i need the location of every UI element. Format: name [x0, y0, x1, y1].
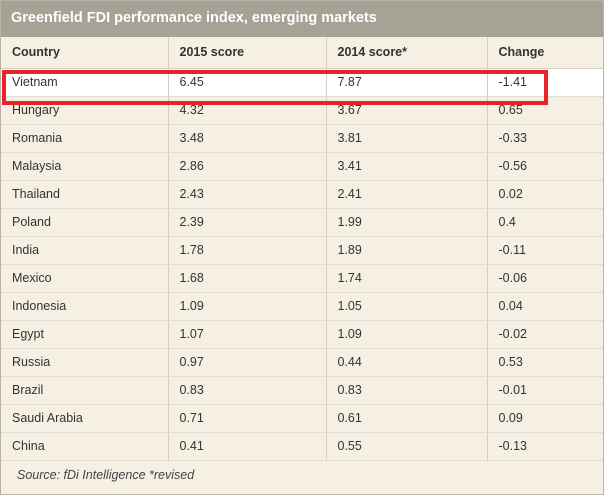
- score-2014-cell: 1.89: [325, 236, 487, 265]
- change-cell: -0.11: [486, 236, 603, 265]
- fdi-index-table: Country 2015 score 2014 score* Change Vi…: [1, 37, 603, 461]
- score-2014-cell: 0.61: [325, 404, 487, 433]
- table-row: Brazil 0.83 0.83 -0.01: [1, 376, 603, 405]
- table-row: Mexico 1.68 1.74 -0.06: [1, 264, 603, 293]
- country-cell: Egypt: [1, 320, 168, 349]
- table-title: Greenfield FDI performance index, emergi…: [1, 1, 603, 37]
- country-cell: Vietnam: [1, 68, 168, 97]
- table-row: Egypt 1.07 1.09 -0.02: [1, 320, 603, 349]
- country-cell: India: [1, 236, 168, 265]
- score-2014-cell: 0.83: [325, 376, 487, 405]
- table-row: China 0.41 0.55 -0.13: [1, 432, 603, 461]
- score-2015-cell: 1.68: [167, 264, 326, 293]
- score-2015-cell: 1.07: [167, 320, 326, 349]
- score-2014-cell: 3.67: [325, 96, 487, 125]
- table-row: India 1.78 1.89 -0.11: [1, 236, 603, 265]
- column-header-2014-score: 2014 score*: [325, 37, 487, 69]
- score-2015-cell: 4.32: [167, 96, 326, 125]
- country-cell: Brazil: [1, 376, 168, 405]
- table-row: Indonesia 1.09 1.05 0.04: [1, 292, 603, 321]
- country-cell: Poland: [1, 208, 168, 237]
- score-2015-cell: 0.41: [167, 432, 326, 461]
- country-cell: Hungary: [1, 96, 168, 125]
- score-2014-cell: 1.74: [325, 264, 487, 293]
- score-2014-cell: 7.87: [325, 68, 487, 97]
- source-note: Source: fDi Intelligence *revised: [17, 467, 195, 482]
- change-cell: -0.13: [486, 432, 603, 461]
- country-cell: Romania: [1, 124, 168, 153]
- score-2015-cell: 2.43: [167, 180, 326, 209]
- table-row: Poland 2.39 1.99 0.4: [1, 208, 603, 237]
- column-header-change: Change: [486, 37, 603, 69]
- country-cell: Thailand: [1, 180, 168, 209]
- score-2015-cell: 0.71: [167, 404, 326, 433]
- change-cell: -0.01: [486, 376, 603, 405]
- country-cell: Malaysia: [1, 152, 168, 181]
- score-2014-cell: 1.09: [325, 320, 487, 349]
- change-cell: -0.06: [486, 264, 603, 293]
- score-2015-cell: 6.45: [167, 68, 326, 97]
- table-header-row: Country 2015 score 2014 score* Change: [1, 37, 603, 69]
- change-cell: -0.33: [486, 124, 603, 153]
- table-row: Hungary 4.32 3.67 0.65: [1, 96, 603, 125]
- score-2014-cell: 3.81: [325, 124, 487, 153]
- change-cell: 0.09: [486, 404, 603, 433]
- column-header-country: Country: [1, 37, 168, 69]
- score-2015-cell: 0.83: [167, 376, 326, 405]
- table-row: Russia 0.97 0.44 0.53: [1, 348, 603, 377]
- score-2015-cell: 1.78: [167, 236, 326, 265]
- score-2014-cell: 3.41: [325, 152, 487, 181]
- score-2015-cell: 2.39: [167, 208, 326, 237]
- change-cell: -0.56: [486, 152, 603, 181]
- table-row: Thailand 2.43 2.41 0.02: [1, 180, 603, 209]
- score-2015-cell: 0.97: [167, 348, 326, 377]
- country-cell: China: [1, 432, 168, 461]
- country-cell: Indonesia: [1, 292, 168, 321]
- change-cell: 0.02: [486, 180, 603, 209]
- score-2014-cell: 0.44: [325, 348, 487, 377]
- score-2014-cell: 1.99: [325, 208, 487, 237]
- change-cell: -1.41: [486, 68, 603, 97]
- change-cell: 0.4: [486, 208, 603, 237]
- score-2015-cell: 1.09: [167, 292, 326, 321]
- table-row: Vietnam 6.45 7.87 -1.41: [1, 68, 603, 97]
- country-cell: Saudi Arabia: [1, 404, 168, 433]
- table-row: Romania 3.48 3.81 -0.33: [1, 124, 603, 153]
- change-cell: 0.04: [486, 292, 603, 321]
- country-cell: Mexico: [1, 264, 168, 293]
- change-cell: 0.53: [486, 348, 603, 377]
- score-2015-cell: 2.86: [167, 152, 326, 181]
- score-2014-cell: 0.55: [325, 432, 487, 461]
- score-2014-cell: 2.41: [325, 180, 487, 209]
- change-cell: 0.65: [486, 96, 603, 125]
- table-row: Saudi Arabia 0.71 0.61 0.09: [1, 404, 603, 433]
- country-cell: Russia: [1, 348, 168, 377]
- column-header-2015-score: 2015 score: [167, 37, 326, 69]
- change-cell: -0.02: [486, 320, 603, 349]
- table-row: Malaysia 2.86 3.41 -0.56: [1, 152, 603, 181]
- score-2015-cell: 3.48: [167, 124, 326, 153]
- score-2014-cell: 1.05: [325, 292, 487, 321]
